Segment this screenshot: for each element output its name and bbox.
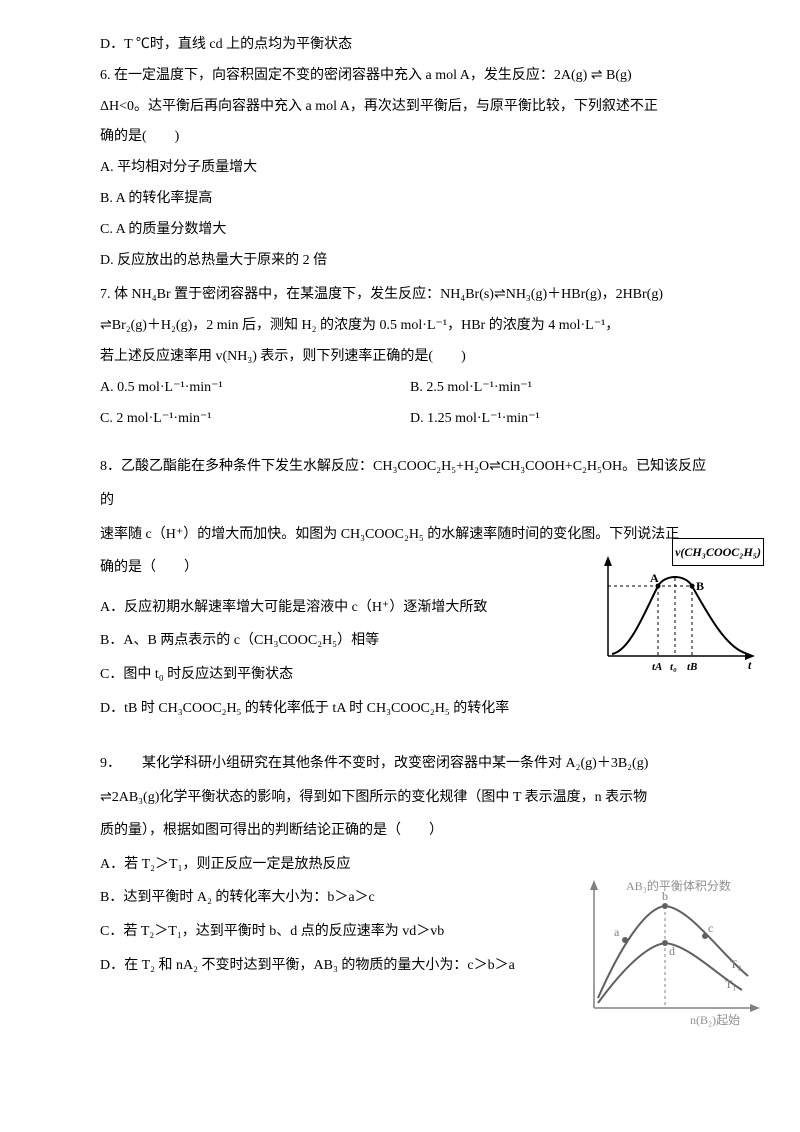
q6-optD: D. 反应放出的总热量大于原来的 2 倍 bbox=[100, 246, 720, 277]
q8-optD: D．tB 时 CH₃COOC₂H₅ 的转化率低于 tA 时 CH₃COOC₂H₅… bbox=[100, 692, 560, 726]
chart2-xlabel: n(B₂)起始 bbox=[690, 1013, 740, 1027]
q9-optB: B．达到平衡时 A₂ 的转化率大小为：b＞a＞c bbox=[100, 881, 540, 915]
q8-stem-line2: 速率随 c（H⁺）的增大而加快。如图为 CH₃COOC₂H₅ 的水解速率随时间的… bbox=[100, 518, 720, 552]
chart1-tB: tB bbox=[687, 661, 697, 673]
chart1-xlabel: t bbox=[748, 658, 752, 672]
q8-stem-line1: 8．乙酸乙酯能在多种条件下发生水解反应：CH₃COOC₂H₅+H₂O⇌CH₃CO… bbox=[100, 450, 720, 517]
question-7: 7. 体 NH₄Br 置于密闭容器中，在某温度下，发生反应：NH₄Br(s)⇌N… bbox=[100, 280, 720, 434]
q7-optC: C. 2 mol·L⁻¹·min⁻¹ bbox=[100, 404, 410, 435]
q9-stem-line1: 9． 某化学科研小组研究在其他条件不变时，改变密闭容器中某一条件对 A₂(g)＋… bbox=[100, 747, 720, 781]
chart1-pointB-label: B bbox=[696, 579, 704, 593]
chart2-d: d bbox=[669, 944, 675, 958]
q6-stem-line2: ΔH<0。达平衡后再向容器中充入 a mol A，再次达到平衡后，与原平衡比较，… bbox=[100, 92, 720, 123]
q7-stem-line3: 若上述反应速率用 v(NH₃) 表示，则下列速率正确的是( ) bbox=[100, 342, 720, 373]
chart2-ylabel: AB₃的平衡体积分数 bbox=[626, 878, 731, 893]
question-6: 6. 在一定温度下，向容积固定不变的密闭容器中充入 a mol A，发生反应：2… bbox=[100, 61, 720, 277]
chart1-t0: t₀ bbox=[670, 661, 677, 673]
q9-stem-line3: 质的量），根据如图可得出的判断结论正确的是（ ） bbox=[100, 814, 540, 848]
chart2-c: c bbox=[708, 921, 713, 935]
chart2-T1: T₁ bbox=[725, 977, 737, 991]
q8-optC: C．图中 t₀ 时反应达到平衡状态 bbox=[100, 658, 560, 692]
q8-stem-line3: 确的是（ ） bbox=[100, 551, 560, 585]
q8-optB: B．A、B 两点表示的 c（CH₃COOC₂H₅）相等 bbox=[100, 624, 560, 658]
q9-optC: C．若 T₂＞T₁，达到平衡时 b、d 点的反应速率为 vd＞vb bbox=[100, 915, 540, 949]
q5-optD: D．T ℃时，直线 cd 上的点均为平衡状态 bbox=[100, 30, 720, 61]
chart1-pointA-label: A bbox=[650, 571, 659, 585]
q6-optB: B. A 的转化率提高 bbox=[100, 184, 720, 215]
q9-optD: D．在 T₂ 和 nA₂ 不变时达到平衡，AB₃ 的物质的量大小为：c＞b＞a bbox=[100, 949, 540, 983]
q8-chart: A B tA t₀ tB t v(CH₃COOC₂H₅) bbox=[590, 556, 760, 686]
q7-optB: B. 2.5 mol·L⁻¹·min⁻¹ bbox=[410, 373, 720, 404]
q9-optA: A．若 T₂＞T₁，则正反应一定是放热反应 bbox=[100, 848, 540, 882]
q6-stem-line1: 6. 在一定温度下，向容积固定不变的密闭容器中充入 a mol A，发生反应：2… bbox=[100, 61, 720, 92]
q7-optA: A. 0.5 mol·L⁻¹·min⁻¹ bbox=[100, 373, 410, 404]
chart1-ylabel: v(CH₃COOC₂H₅) bbox=[672, 538, 764, 566]
q9-stem-line2: ⇌2AB₃(g)化学平衡状态的影响，得到如下图所示的变化规律（图中 T 表示温度… bbox=[100, 781, 720, 815]
q6-stem-line3: 确的是( ) bbox=[100, 122, 720, 153]
q7-optD: D. 1.25 mol·L⁻¹·min⁻¹ bbox=[410, 404, 720, 435]
chart2-a: a bbox=[614, 925, 620, 939]
q9-chart: a b c d T₂ T₁ AB₃的平衡体积分数 n(B₂)起始 bbox=[570, 878, 770, 1038]
q6-optC: C. A 的质量分数增大 bbox=[100, 215, 720, 246]
q6-optA: A. 平均相对分子质量增大 bbox=[100, 153, 720, 184]
q7-stem-line2: ⇌Br₂(g)＋H₂(g)，2 min 后，测知 H₂ 的浓度为 0.5 mol… bbox=[100, 311, 720, 342]
chart1-tA: tA bbox=[652, 661, 662, 673]
q7-stem-line1: 7. 体 NH₄Br 置于密闭容器中，在某温度下，发生反应：NH₄Br(s)⇌N… bbox=[100, 280, 720, 311]
chart2-T2: T₂ bbox=[730, 957, 742, 971]
q8-optA: A．反应初期水解速率增大可能是溶液中 c（H⁺）逐渐增大所致 bbox=[100, 591, 560, 625]
